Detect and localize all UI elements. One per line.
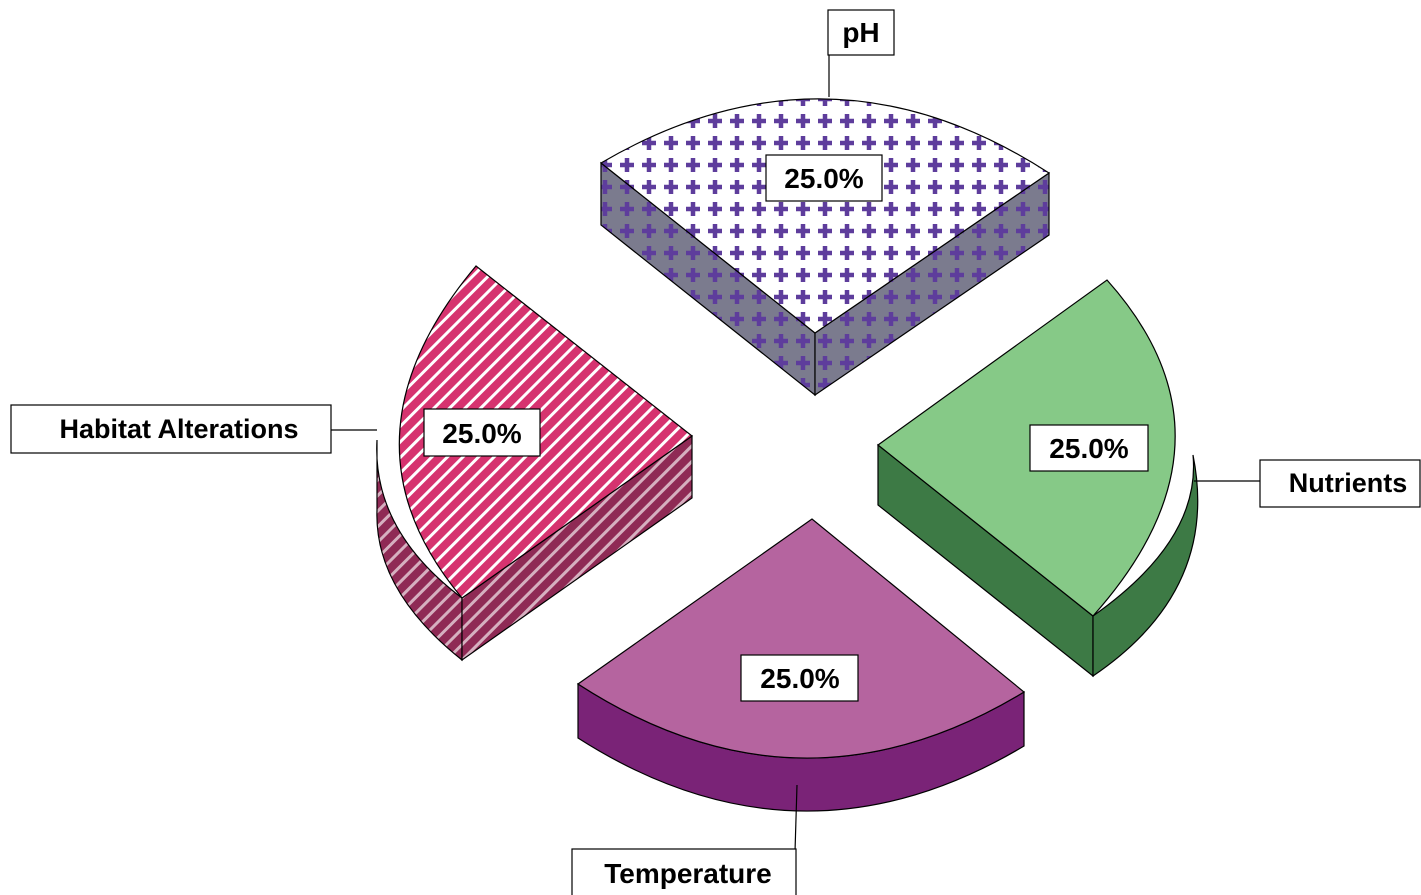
- category-label-nutrients-text: Nutrients: [1289, 468, 1408, 498]
- slice-nutrients-top: [877, 279, 1176, 617]
- category-label-nutrients: Nutrients: [1259, 459, 1421, 508]
- value-label-ph-text: 25.0%: [784, 163, 863, 194]
- category-label-habitat-alterations: Habitat Alterations: [10, 404, 332, 454]
- slice-habitat-alterations-top: [398, 265, 694, 599]
- slice-ph: [599, 98, 1051, 397]
- category-label-ph: pH: [827, 9, 895, 56]
- value-label-habitat-alterations: 25.0%: [423, 408, 541, 457]
- slice-temperature-top: [576, 518, 1026, 759]
- value-label-nutrients-text: 25.0%: [1049, 433, 1128, 464]
- slice-ph-top: [599, 98, 1051, 334]
- value-label-habitat-alterations-text: 25.0%: [442, 418, 521, 449]
- category-label-temperature: Temperature: [571, 848, 797, 895]
- category-label-temperature-text: Temperature: [604, 858, 772, 889]
- value-label-nutrients: 25.0%: [1029, 424, 1149, 472]
- leader-line-temperature: [794, 784, 798, 853]
- slice-habitat-alterations: [376, 265, 694, 662]
- category-label-habitat-alterations-text: Habitat Alterations: [59, 414, 298, 444]
- slice-temperature: [576, 518, 1026, 812]
- value-label-temperature: 25.0%: [740, 654, 859, 702]
- slice-nutrients-side-curve: [1092, 454, 1199, 678]
- value-label-temperature-text: 25.0%: [760, 663, 839, 694]
- value-label-ph: 25.0%: [765, 154, 883, 202]
- category-label-ph-text: pH: [842, 17, 879, 48]
- slice-nutrients: [877, 279, 1199, 678]
